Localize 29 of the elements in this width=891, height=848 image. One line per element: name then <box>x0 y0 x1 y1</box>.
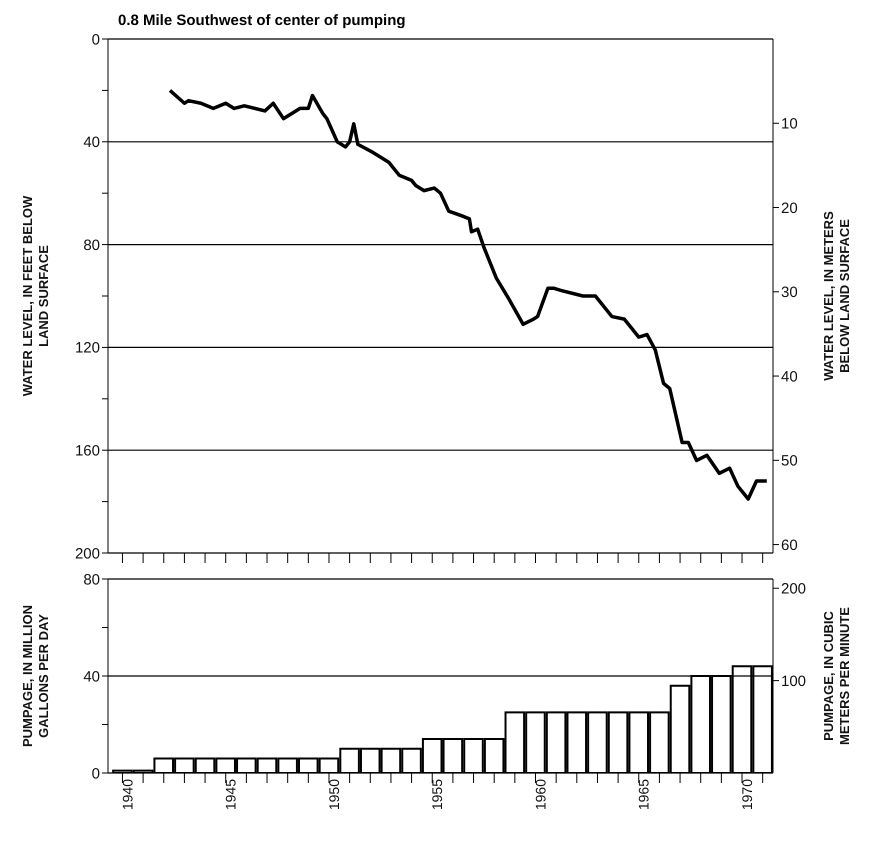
y2-tick-label: 20 <box>781 200 798 217</box>
chart-title: 0.8 Mile Southwest of center of pumping <box>118 12 406 29</box>
y2-axis-title: PUMPAGE, IN CUBIC METERS PER MINUTE <box>821 606 852 745</box>
y2-axis-title: WATER LEVEL, IN METERS BELOW LAND SURFACE <box>821 210 852 381</box>
x-tick-label: 1945 <box>222 778 239 810</box>
x-tick-label: 1970 <box>738 778 755 810</box>
y2-tick-label: 50 <box>781 452 798 470</box>
y2-tick-label: 100 <box>781 672 806 690</box>
y-tick-label: 0 <box>92 765 100 782</box>
y2-tick-label: 30 <box>781 284 798 302</box>
y-axis-title: WATER LEVEL, IN FEET BELOW LAND SURFACE <box>20 195 51 396</box>
y-axis-title: PUMPAGE, IN MILLION GALLONS PER DAY <box>20 604 51 748</box>
y-tick-label: 80 <box>83 236 100 254</box>
y-tick-label: 0 <box>92 31 100 48</box>
x-tick-label: 1940 <box>119 778 136 810</box>
y-tick-label: 120 <box>74 340 100 357</box>
y2-tick-label: 60 <box>781 536 798 554</box>
y2-tick-label: 10 <box>781 116 798 133</box>
x-tick-label: 1950 <box>326 778 342 810</box>
x-tick-label: 1960 <box>532 778 548 810</box>
y-tick-label: 200 <box>74 545 100 562</box>
y-tick-label: 40 <box>83 668 100 686</box>
x-tick-label: 1965 <box>636 778 652 810</box>
y2-tick-label: 40 <box>781 368 798 386</box>
y2-tick-label: 200 <box>781 580 806 598</box>
x-tick-label: 1955 <box>429 778 446 810</box>
y-tick-label: 160 <box>74 442 100 460</box>
y-tick-label: 80 <box>83 571 100 588</box>
y-tick-label: 40 <box>83 134 100 152</box>
